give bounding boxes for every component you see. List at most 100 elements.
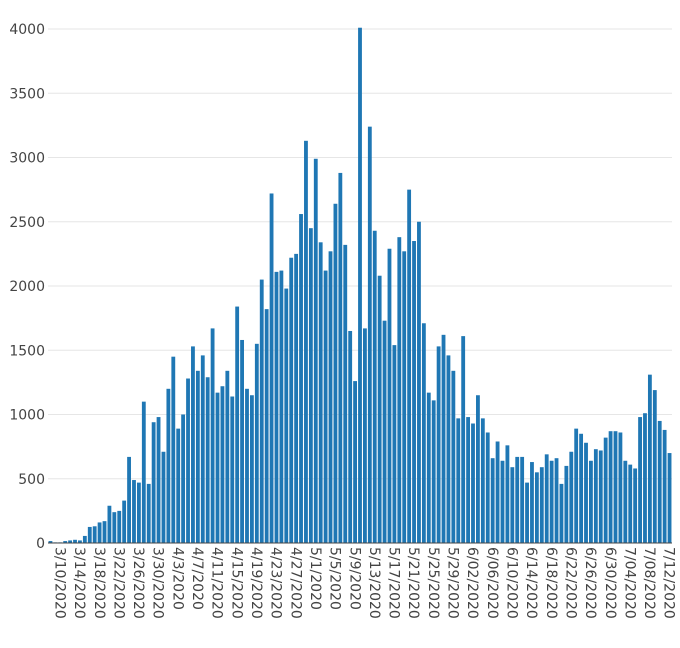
bar xyxy=(367,126,372,543)
bar xyxy=(141,401,146,543)
bar xyxy=(461,336,466,543)
bar xyxy=(127,456,131,543)
x-tick-label: 6/14/2020 xyxy=(523,547,539,619)
bar xyxy=(564,465,569,543)
bar xyxy=(500,460,505,543)
bar xyxy=(78,540,82,543)
bar xyxy=(392,345,397,543)
bar xyxy=(132,480,136,543)
bar xyxy=(446,355,451,543)
bar xyxy=(628,464,633,543)
x-tick-label: 3/14/2020 xyxy=(71,547,87,619)
bar xyxy=(353,381,357,543)
bar xyxy=(186,378,190,543)
y-tick-label: 1500 xyxy=(9,343,45,359)
bar xyxy=(245,388,249,543)
bar xyxy=(667,453,672,543)
bar xyxy=(249,395,254,543)
bar xyxy=(102,521,107,543)
bar xyxy=(254,343,259,543)
bar xyxy=(195,370,200,543)
bar xyxy=(407,189,412,544)
bar xyxy=(279,270,284,543)
bar xyxy=(569,451,574,543)
bar xyxy=(289,257,294,543)
bar xyxy=(520,456,525,543)
bar xyxy=(515,456,520,543)
bar xyxy=(574,428,579,543)
bar xyxy=(476,395,480,543)
bar xyxy=(215,392,220,543)
bar xyxy=(554,458,559,543)
bar xyxy=(510,467,515,543)
bar xyxy=(284,288,289,543)
x-tick-label: 4/11/2020 xyxy=(209,547,225,619)
x-tick-label: 5/1/2020 xyxy=(307,547,323,610)
y-tick-label: 2000 xyxy=(9,279,45,295)
bar xyxy=(87,526,92,543)
bar xyxy=(328,251,333,543)
bar xyxy=(451,370,456,543)
bar xyxy=(608,431,613,543)
bar xyxy=(73,539,77,543)
bar xyxy=(156,417,161,543)
x-tick-label: 6/30/2020 xyxy=(602,547,618,619)
y-tick-label: 4000 xyxy=(9,22,45,38)
bar xyxy=(436,346,441,543)
bar xyxy=(618,432,623,543)
x-tick-label: 3/30/2020 xyxy=(150,547,166,619)
bar xyxy=(92,526,97,543)
bar xyxy=(348,330,353,543)
x-tick-label: 5/25/2020 xyxy=(425,547,441,619)
bar xyxy=(525,482,529,543)
x-tick-label: 6/26/2020 xyxy=(582,547,598,619)
bar xyxy=(97,522,102,543)
bar xyxy=(200,355,205,543)
bar xyxy=(643,413,647,543)
bar xyxy=(495,441,500,543)
bar xyxy=(426,392,431,543)
bar xyxy=(146,483,151,543)
x-tick-label: 5/17/2020 xyxy=(386,547,402,619)
bar xyxy=(589,460,593,543)
y-tick-label: 0 xyxy=(36,536,45,552)
bar xyxy=(544,454,549,543)
x-tick-label: 3/22/2020 xyxy=(110,547,126,619)
bar xyxy=(559,483,564,543)
bar xyxy=(269,193,274,544)
bar xyxy=(603,437,608,543)
bar xyxy=(530,462,534,543)
bars xyxy=(48,27,672,544)
bar xyxy=(471,423,475,543)
bar xyxy=(112,512,117,543)
bar xyxy=(397,237,402,544)
bar xyxy=(191,346,195,543)
bar xyxy=(623,460,628,543)
bar xyxy=(107,505,112,543)
bar xyxy=(372,230,377,543)
bar xyxy=(323,270,328,543)
y-axis-tick-labels: 0 500 1000 1500 2000 2500 3000 3500 4000 xyxy=(9,22,45,552)
bar xyxy=(549,460,554,543)
bar xyxy=(505,445,510,543)
bar xyxy=(598,450,603,543)
bar xyxy=(431,400,436,543)
bar xyxy=(480,418,485,543)
bar xyxy=(579,433,584,543)
x-tick-label: 3/10/2020 xyxy=(51,547,67,619)
bar xyxy=(181,414,186,543)
x-tick-label: 5/29/2020 xyxy=(445,547,461,619)
bar xyxy=(652,390,657,543)
bar xyxy=(82,535,87,543)
bar xyxy=(230,396,235,543)
x-tick-label: 5/13/2020 xyxy=(366,547,382,619)
bar xyxy=(48,541,53,543)
x-tick-label: 7/12/2020 xyxy=(661,547,677,619)
bar xyxy=(220,386,225,543)
bar xyxy=(117,510,122,544)
bar xyxy=(534,472,539,543)
bar xyxy=(441,334,446,543)
bar xyxy=(210,328,215,543)
y-tick-label: 3000 xyxy=(9,151,45,167)
